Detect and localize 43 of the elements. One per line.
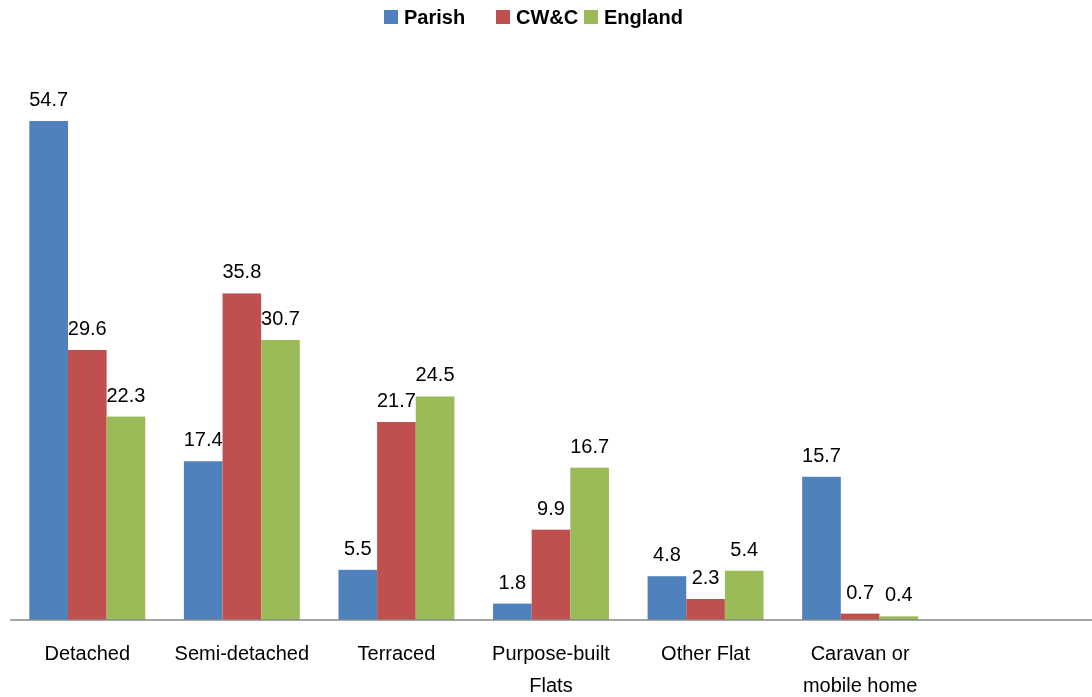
legend-label: Parish [404,6,466,28]
data-label: 5.4 [730,537,759,560]
data-label: 9.9 [537,496,565,519]
data-label: 16.7 [570,434,610,457]
bar [493,603,532,620]
data-label: 29.6 [67,316,107,339]
bar [183,461,223,620]
data-label: 24.5 [415,363,455,386]
data-label: 17.4 [183,428,223,451]
data-label: 54.7 [29,88,69,110]
data-label: 22.3 [106,383,146,406]
bar [106,416,146,620]
bar [647,576,687,620]
x-tick-label: Caravan or mobile home [802,642,918,696]
legend-label: CW&C [516,6,579,28]
x-tick-label: Purpose-built Flats [492,642,611,696]
data-label: 4.8 [653,543,681,566]
bar [531,529,571,620]
bar [29,121,68,620]
bar [724,570,764,620]
bar [222,293,262,620]
bar [802,476,841,620]
bar [686,599,725,620]
data-label: 15.7 [802,443,841,466]
data-label: 35.8 [222,260,262,283]
bar [377,422,416,620]
x-tick-label: Other Flat [661,642,751,664]
data-label: 1.8 [498,570,527,593]
bar [338,569,378,620]
bar [570,467,609,620]
bar [415,396,455,620]
x-tick-label: Detached [44,642,131,664]
data-label: 0.7 [846,580,875,603]
x-tick-label: Terraced [357,642,436,664]
data-label: 2.3 [691,566,720,589]
bar [261,339,300,620]
data-label: 30.7 [261,306,300,329]
data-label: 21.7 [376,389,416,412]
legend-label: England [604,6,683,28]
bar [67,349,107,620]
x-tick-label: Semi-detached [174,642,310,664]
data-label: 0.4 [884,583,913,606]
data-label: 5.5 [343,536,372,559]
